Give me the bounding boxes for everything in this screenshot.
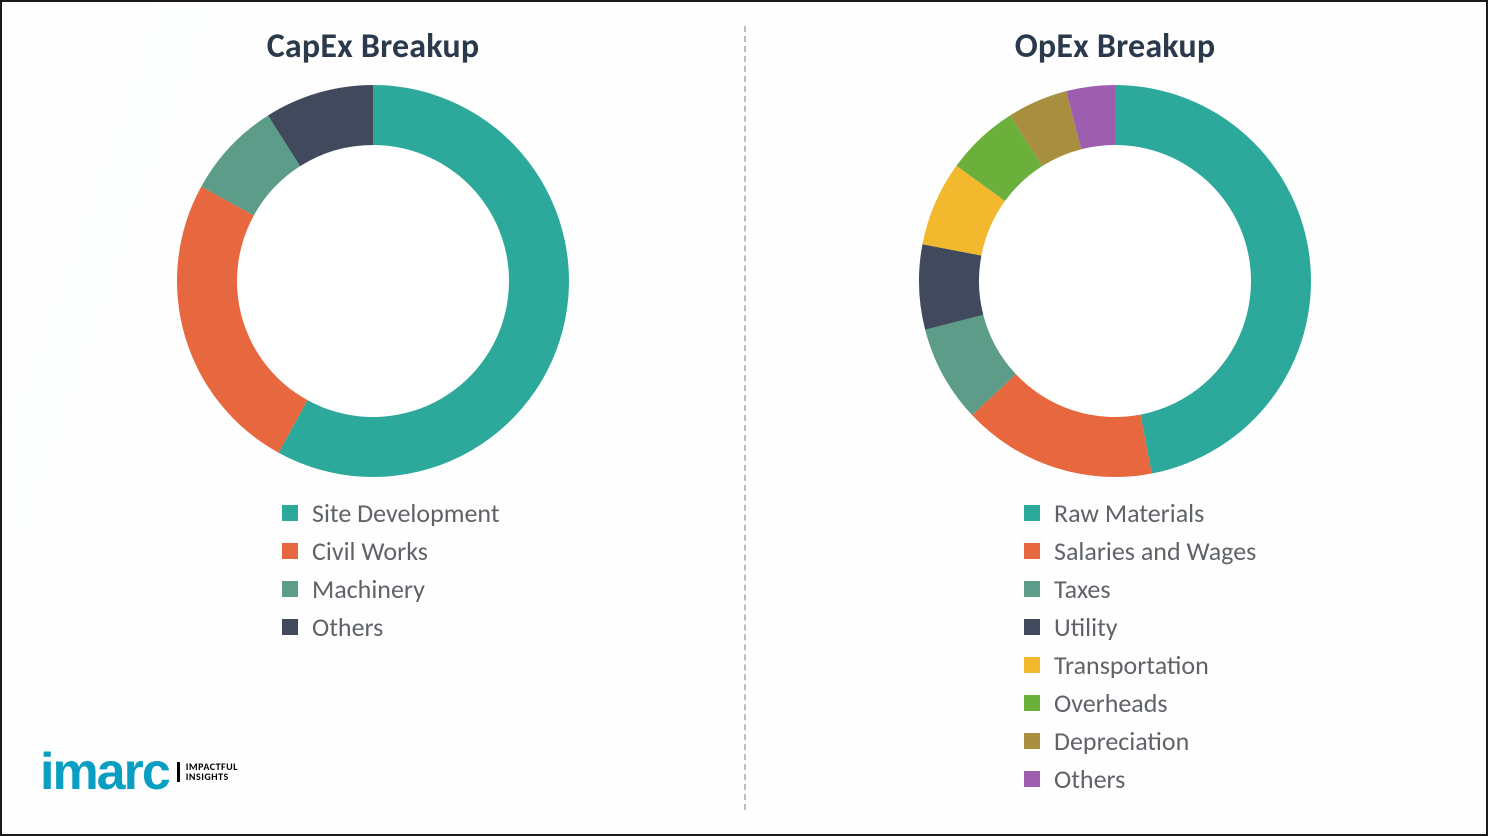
report-frame: CapEx Breakup Site Development Civil Work… — [0, 0, 1488, 836]
legend-label: Machinery — [312, 573, 425, 605]
legend-swatch — [282, 543, 298, 559]
vertical-divider — [744, 26, 746, 810]
opex-donut-chart — [910, 76, 1320, 486]
legend-item: Salaries and Wages — [1024, 535, 1486, 567]
legend-swatch — [282, 581, 298, 597]
legend-swatch — [1024, 505, 1040, 521]
legend-label: Others — [312, 611, 383, 643]
capex-donut-chart — [168, 76, 578, 486]
legend-label: Site Development — [312, 497, 500, 529]
opex-donut-wrap — [744, 71, 1486, 491]
legend-label: Salaries and Wages — [1054, 535, 1256, 567]
capex-legend: Site Development Civil Works Machinery Othe… — [282, 497, 744, 643]
legend-label: Transportation — [1054, 649, 1209, 681]
opex-legend: Raw Materials Salaries and Wages Taxes Util… — [1024, 497, 1486, 795]
legend-swatch — [1024, 543, 1040, 559]
legend-label: Others — [1054, 763, 1125, 795]
legend-swatch — [1024, 581, 1040, 597]
legend-label: Taxes — [1054, 573, 1111, 605]
logo-tagline: IMPACTFUL INSIGHTS — [177, 762, 238, 782]
legend-item: Utility — [1024, 611, 1486, 643]
capex-donut-wrap — [2, 71, 744, 491]
legend-label: Utility — [1054, 611, 1118, 643]
legend-item: Taxes — [1024, 573, 1486, 605]
legend-swatch — [1024, 657, 1040, 673]
legend-item: Depreciation — [1024, 725, 1486, 757]
legend-item: Civil Works — [282, 535, 744, 567]
donut-hole — [238, 146, 508, 416]
panel-opex: OpEx Breakup Raw Materials Salaries and W… — [744, 2, 1486, 834]
opex-title: OpEx Breakup — [744, 26, 1486, 67]
legend-item: Transportation — [1024, 649, 1486, 681]
logo-tagline-line2: INSIGHTS — [186, 772, 238, 782]
legend-item: Others — [1024, 763, 1486, 795]
legend-swatch — [282, 619, 298, 635]
logo-wordmark: imarc — [40, 746, 169, 798]
legend-item: Raw Materials — [1024, 497, 1486, 529]
legend-swatch — [1024, 695, 1040, 711]
legend-swatch — [282, 505, 298, 521]
legend-swatch — [1024, 733, 1040, 749]
legend-label: Depreciation — [1054, 725, 1189, 757]
panel-capex: CapEx Breakup Site Development Civil Work… — [2, 2, 744, 834]
brand-logo: imarc IMPACTFUL INSIGHTS — [40, 746, 238, 798]
donut-hole — [980, 146, 1250, 416]
legend-item: Overheads — [1024, 687, 1486, 719]
donut-slice — [919, 244, 983, 329]
legend-label: Raw Materials — [1054, 497, 1204, 529]
legend-label: Overheads — [1054, 687, 1168, 719]
capex-title: CapEx Breakup — [2, 26, 744, 67]
legend-swatch — [1024, 771, 1040, 787]
legend-item: Machinery — [282, 573, 744, 605]
legend-label: Civil Works — [312, 535, 428, 567]
legend-item: Others — [282, 611, 744, 643]
legend-item: Site Development — [282, 497, 744, 529]
legend-swatch — [1024, 619, 1040, 635]
